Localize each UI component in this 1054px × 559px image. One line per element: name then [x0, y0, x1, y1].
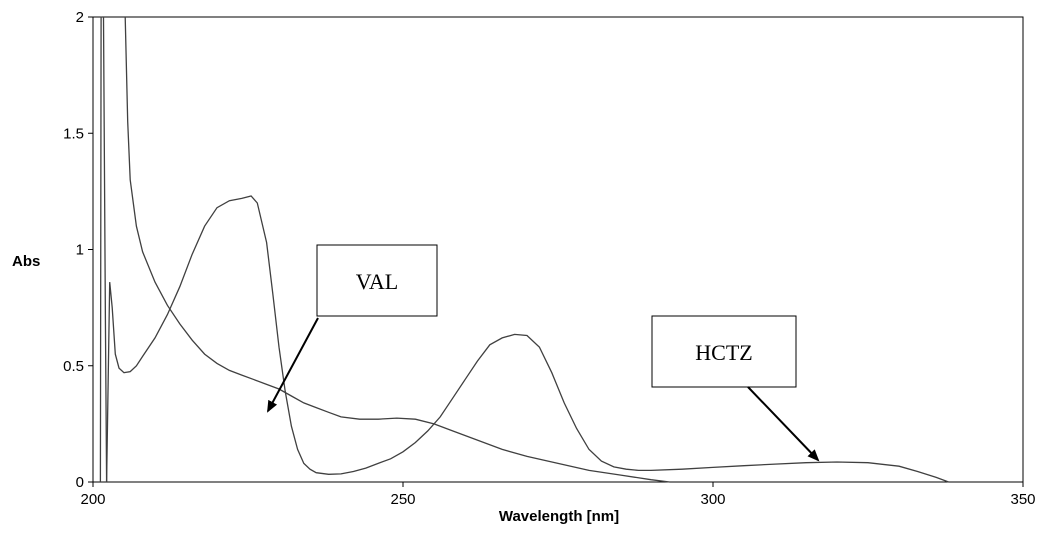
- noise-spike-line: [102, 16, 108, 483]
- x-tick-label: 200: [80, 491, 105, 508]
- val-callout-box: [316, 244, 438, 317]
- series-group: [99, 16, 949, 483]
- x-axis-ticks: 200 250 300 350: [80, 482, 1036, 508]
- y-axis-title: Abs: [12, 253, 40, 270]
- x-tick-label: 350: [1010, 491, 1035, 508]
- y-tick-label: 0.5: [63, 358, 84, 375]
- x-axis-title: Wavelength [nm]: [499, 508, 619, 525]
- series-line-val: [124, 16, 670, 483]
- hctz-callout-label: HCTZ: [695, 340, 752, 365]
- val-callout: VAL: [267, 244, 438, 413]
- y-axis-ticks: 0 0.5 1 1.5 2: [63, 9, 93, 491]
- series-line-hctz: [105, 195, 949, 483]
- val-callout-label: VAL: [356, 269, 398, 294]
- y-tick-label: 0: [76, 474, 84, 491]
- hctz-callout-arrow: [747, 386, 820, 462]
- plot-area: [92, 16, 1024, 483]
- val-callout-arrow: [267, 317, 319, 413]
- y-tick-label: 1: [76, 242, 84, 259]
- noise-spike-line: [99, 16, 103, 483]
- y-tick-label: 1.5: [63, 125, 84, 142]
- hctz-callout: HCTZ: [651, 315, 820, 462]
- y-tick-label: 2: [76, 9, 84, 26]
- hctz-callout-box: [651, 315, 797, 388]
- x-tick-label: 250: [390, 491, 415, 508]
- x-tick-label: 300: [700, 491, 725, 508]
